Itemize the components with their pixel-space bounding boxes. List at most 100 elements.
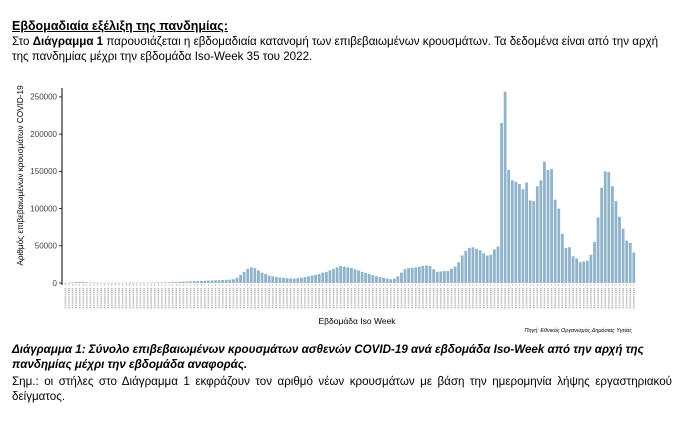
bar [539,180,543,283]
bar [232,279,235,283]
bar [543,161,546,283]
bar [357,270,360,283]
bar [310,275,314,283]
section-heading: Εβδομαδιαία εξέλιξη της πανδημίας: [12,19,228,33]
y-tick-label: 100000 [30,204,57,213]
bar [278,277,282,283]
bar [196,281,200,283]
bar [360,271,364,283]
bar [85,282,89,283]
bar [568,247,571,283]
bar [428,265,432,283]
bar [410,267,414,283]
bar [217,280,221,283]
bar [628,242,632,283]
bar [89,282,92,284]
bar [417,266,421,283]
bar [560,233,564,283]
bar [407,268,410,283]
bar [224,279,228,283]
bar [156,282,160,284]
bar [324,271,328,283]
bar [267,275,271,283]
bar [214,280,217,283]
bar [307,276,310,283]
bar [74,282,78,283]
intro-text-start: Στο [12,35,33,48]
bar [500,122,503,283]
source-note: Πηγή: Εθνικός Οργανισμός Δημόσιας Υγείας [524,327,632,334]
bar [467,248,471,283]
bar [528,200,532,283]
bar [167,282,171,283]
bar [207,280,210,283]
bar [578,262,582,283]
bar [249,267,253,283]
bar [396,276,400,283]
bar [106,282,110,284]
y-axis-ticks: 0 50000 100000 150000 200000 250000 [30,93,62,288]
bar [589,254,593,283]
bar [299,277,303,283]
bar [446,271,450,283]
bar [185,281,189,283]
intro-text-end: παρουσιάζεται η εβδομαδιαία κατανομή των… [12,35,659,63]
bar [174,281,178,283]
bar [178,281,182,283]
bar [71,282,74,283]
bar [596,217,600,283]
bar [478,250,482,283]
bar [128,282,132,284]
bar [235,277,239,283]
bar [471,247,475,283]
bar [257,270,260,283]
bar [164,282,167,283]
bar [400,272,403,283]
bar [328,270,332,283]
bar [131,282,135,284]
bar [378,277,382,283]
bar [64,282,67,284]
bar [582,261,586,283]
bar [81,282,85,283]
bar [364,272,368,283]
figure-caption: Διάγραμμα 1: Σύνολο επιβεβαιωμένων κρουσ… [12,343,644,371]
bar [99,282,103,284]
bar [346,267,350,283]
bar [532,201,536,283]
bar [321,272,325,283]
bar [242,271,246,283]
intro-figure-ref: Διάγραμμα 1 [32,35,104,48]
bar [181,281,185,283]
bar [382,277,385,283]
bar [489,254,493,283]
bar [546,169,550,283]
bar [253,268,257,283]
y-axis-label: Αριθμός επιβεβαιωμένων κρουσμάτων COVID-… [16,85,25,266]
bar [621,228,625,283]
bar [375,276,378,283]
bar [553,199,557,283]
bar [460,255,464,283]
bar [246,268,250,283]
y-tick-label: 250000 [30,93,57,102]
bar [189,281,192,283]
bar [603,171,607,283]
bar [221,280,225,283]
bar [371,275,375,283]
bar [557,208,561,283]
bar [392,278,396,283]
bar [575,258,579,283]
bar [335,267,339,283]
y-tick-label: 50000 [35,242,58,251]
bar [121,282,124,284]
bar [146,282,150,284]
bar [124,282,128,284]
bar [160,282,164,283]
bar [314,274,318,283]
bar [600,187,604,283]
bar [332,268,335,283]
bar [439,271,443,283]
bar [421,265,425,283]
bar [203,280,207,283]
